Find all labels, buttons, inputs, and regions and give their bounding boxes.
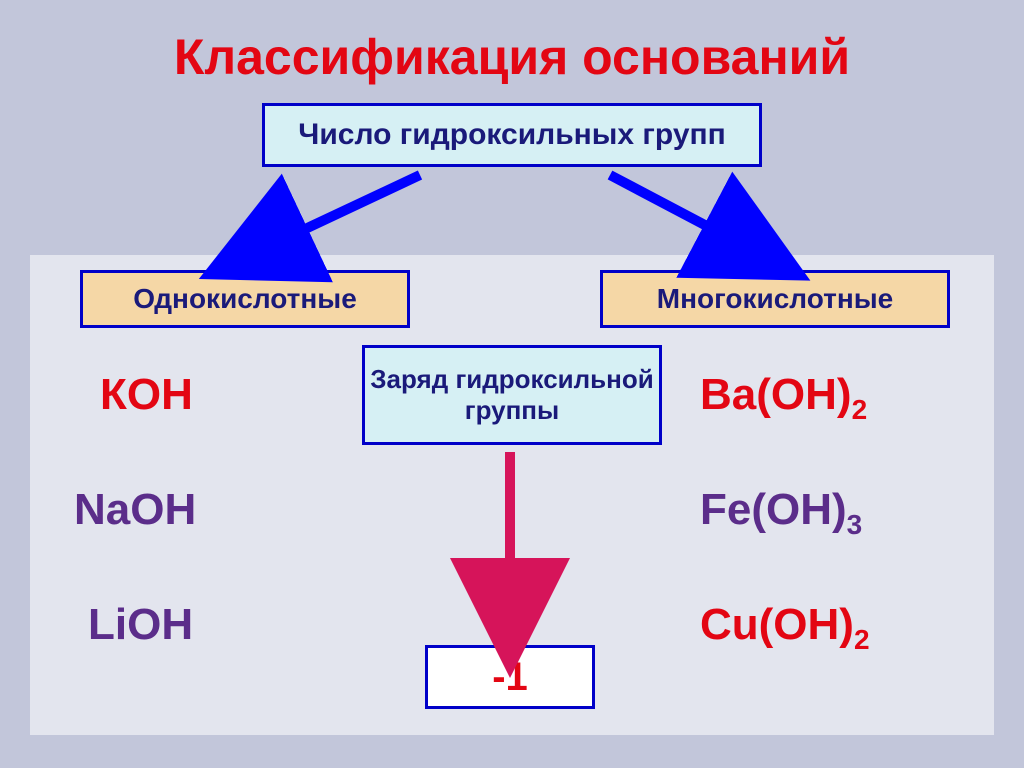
arrow-right: [610, 175, 775, 262]
formula-right: Ba(OH)2: [700, 370, 867, 426]
charge-value-box: -1: [425, 645, 595, 709]
formula-left: NaOH: [74, 485, 196, 535]
page-title: Классификация оснований: [0, 28, 1024, 86]
charge-box: Заряд гидроксильной группы: [362, 345, 662, 445]
formula-right: Fe(OH)3: [700, 485, 862, 541]
category-left-box: Однокислотные: [80, 270, 410, 328]
formula-right: Cu(OH)2: [700, 600, 870, 656]
formula-left: КОН: [100, 370, 193, 420]
formula-left: LiOH: [88, 600, 193, 650]
criterion-box: Число гидроксильных групп: [262, 103, 762, 167]
arrow-left: [235, 175, 420, 262]
category-right-box: Многокислотные: [600, 270, 950, 328]
